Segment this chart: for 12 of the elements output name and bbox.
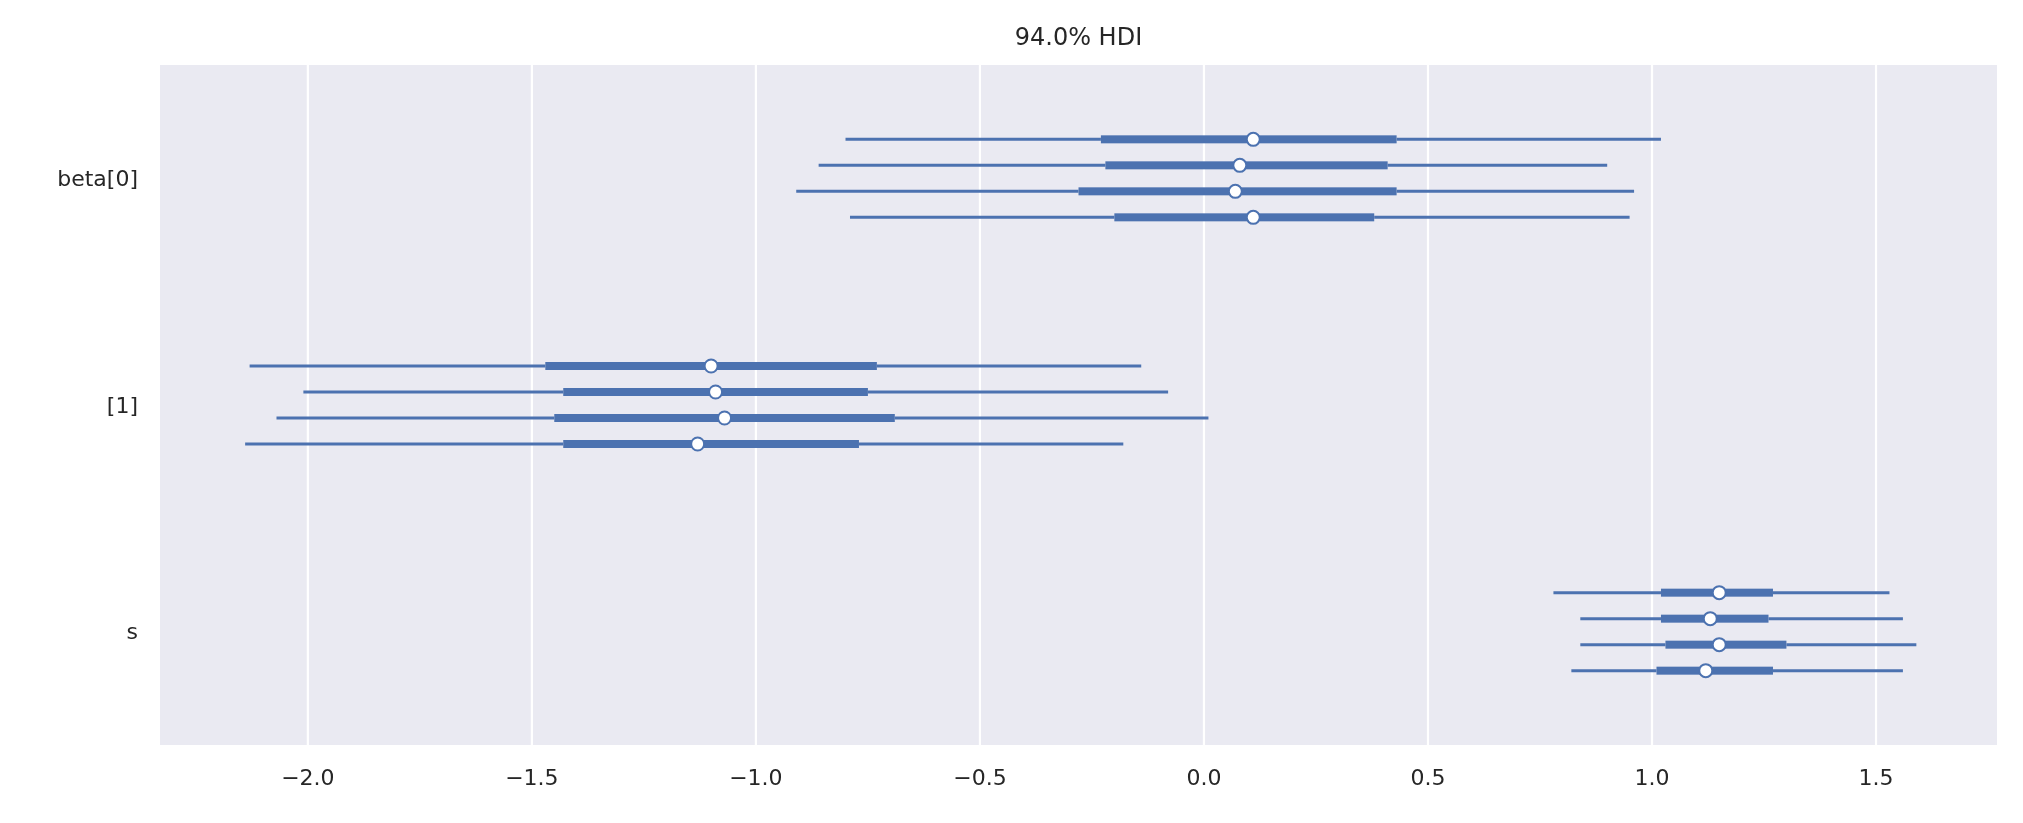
y-tick-label: [1]: [106, 392, 138, 418]
x-tick-label: 1.0: [1634, 765, 1670, 790]
x-tick-label: −1.0: [729, 765, 783, 790]
x-tick-label: 1.5: [1858, 765, 1894, 790]
x-tick-label: 0.0: [1186, 765, 1222, 790]
x-tick-label: −2.0: [281, 765, 335, 790]
y-tick-label: beta[0]: [57, 166, 138, 192]
x-tick-label: 0.5: [1410, 765, 1446, 790]
chart-title: 94.0% HDI: [1014, 23, 1143, 51]
x-tick-label: −1.5: [505, 765, 559, 790]
x-tick-label: −0.5: [953, 765, 1007, 790]
y-tick-label: s: [126, 619, 138, 645]
